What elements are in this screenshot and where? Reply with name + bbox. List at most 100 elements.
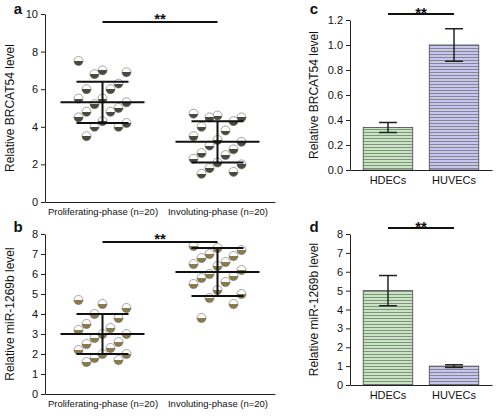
y-tick-label: 10 [26,8,38,20]
sd-cap [77,122,129,124]
dot [197,274,206,283]
y-tick: 4 [337,304,350,316]
dot [229,167,238,176]
y-tick-label: 3 [337,322,343,334]
x-tick-label: HDECs [370,389,407,401]
y-tick: 1.0 [328,39,350,51]
dot [114,104,123,113]
plot-area [61,242,260,367]
y-tick: 5 [32,288,45,300]
x-tick-label: Involuting-phase (n=20) [168,398,268,409]
x-tick: HUVECs [432,170,477,186]
dot [74,113,83,122]
y-tick-mark [346,120,350,121]
x-tick-label: HUVECs [432,174,477,186]
x-tick: Involuting-phase (n=20) [168,202,268,217]
y-tick-label: 6 [337,266,343,278]
dot [74,57,83,66]
x-tick-label: Involuting-phase (n=20) [168,206,268,217]
y-tick-label: 0 [32,388,38,400]
significance-label: ** [415,218,427,235]
y-tick: 4 [32,121,45,133]
panel-label: d [309,218,318,235]
y-tick-label: 0.4 [328,114,343,126]
dot [197,149,206,158]
panel: 012345678Proliferating-phase (n=20)Invol… [3,218,276,409]
plot-area [363,29,479,170]
y-tick-label: 1.0 [328,39,343,51]
y-tick: 1.2 [328,14,350,26]
significance-label: ** [154,230,166,247]
error-bar [453,29,455,62]
y-tick-label: 8 [337,228,343,240]
y-tick: 5 [337,285,350,297]
y-axis-line [45,15,46,203]
dot [197,254,206,263]
x-axis: HDECsHUVECs [351,170,493,186]
dot [82,320,91,329]
x-tick: Proliferating-phase (n=20) [48,202,158,217]
dot [197,122,206,131]
dot [122,68,131,77]
error-cap [379,122,397,124]
x-tick: HUVECs [432,385,477,401]
sd-cap [192,295,244,297]
x-tick: Involuting-phase (n=20) [168,394,268,409]
y-tick: 7 [32,248,45,260]
y-tick-mark [41,394,45,395]
dot [106,107,115,116]
y-tick-mark [41,294,45,295]
panel-label: a [14,0,23,17]
error-cap [379,132,397,134]
y-tick-mark [346,366,350,367]
y-tick-label: 8 [32,46,38,58]
y-axis-line [350,235,351,386]
sd-line [102,82,104,123]
y-tick-label: 1.2 [328,14,343,26]
y-axis: 012345678 [337,228,351,391]
dot [237,290,246,299]
y-tick-mark [41,274,45,275]
y-tick-label: 0 [337,379,343,391]
y-tick-mark [41,374,45,375]
y-tick-mark [41,354,45,355]
y-tick-mark [346,253,350,254]
dot [205,270,214,279]
y-tick-mark [41,14,45,15]
y-tick-mark [41,164,45,165]
dot [221,278,230,287]
y-tick: 8 [32,228,45,240]
plot-area [363,276,479,385]
y-tick-mark [41,202,45,203]
x-axis-line [46,202,276,203]
dot [90,100,99,109]
y-tick: 2 [32,348,45,360]
dot [189,109,198,118]
y-tick-mark [346,310,350,311]
sd-cap [77,81,129,83]
significance-label: ** [154,10,166,27]
y-tick-mark [346,95,350,96]
x-tick-label: Proliferating-phase (n=20) [48,206,158,217]
dot [114,356,123,365]
error-cap [379,305,397,307]
y-tick-label: 2 [32,348,38,360]
dot [237,246,246,255]
dot [237,266,246,275]
y-tick-mark [346,20,350,21]
y-tick-label: 0.8 [328,64,343,76]
y-tick-label: 8 [32,228,38,240]
y-tick: 0.4 [328,114,350,126]
y-tick-mark [346,347,350,348]
dot [221,258,230,267]
dot [205,294,214,303]
dot [90,70,99,79]
panel-label: c [310,0,318,17]
dot [114,79,123,88]
error-bar [387,276,389,306]
y-tick-label: 6 [32,83,38,95]
sd-line [102,314,104,354]
y-tick-label: 0.2 [328,139,343,151]
x-axis-line [46,394,276,395]
dot [221,151,230,160]
